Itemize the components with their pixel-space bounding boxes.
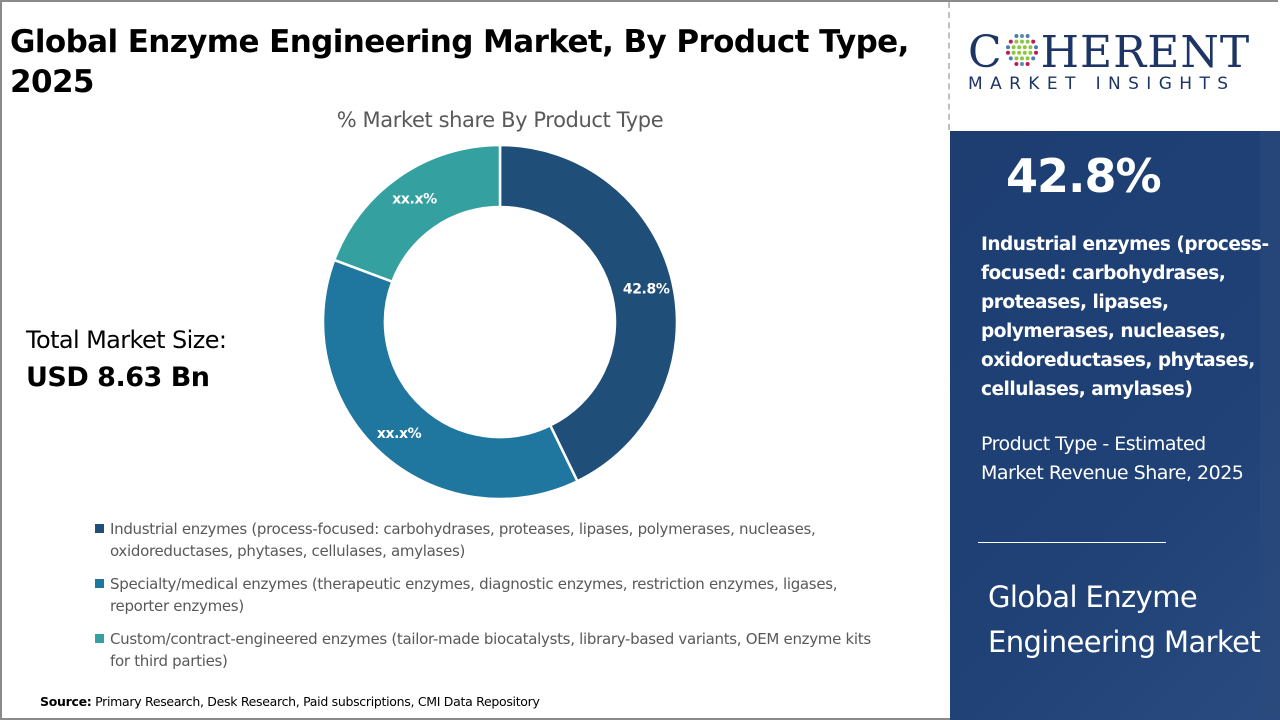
legend-label: Custom/contract-engineered enzymes (tail… bbox=[110, 630, 871, 670]
highlight-segment-name: Industrial enzymes (process-focused: car… bbox=[981, 234, 1269, 400]
globe-dot bbox=[1016, 50, 1021, 55]
globe-dot bbox=[1019, 39, 1024, 44]
source-text: Primary Research, Desk Research, Paid su… bbox=[91, 694, 540, 709]
globe-dot bbox=[1008, 39, 1013, 44]
highlight-stat: 42.8% bbox=[1006, 149, 1162, 203]
legend-label: Specialty/medical enzymes (therapeutic e… bbox=[110, 575, 838, 615]
globe-dot bbox=[1033, 45, 1038, 50]
dotted-globe-icon bbox=[1005, 34, 1038, 66]
source-label: Source: bbox=[40, 694, 92, 709]
globe-dot bbox=[1019, 34, 1024, 38]
globe-dot bbox=[1025, 56, 1030, 61]
globe-dot bbox=[1014, 56, 1019, 61]
highlight-panel: 42.8% Industrial enzymes (process-focuse… bbox=[950, 131, 1280, 720]
donut-segment-industrial bbox=[498, 143, 679, 483]
page-title: Global Enzyme Engineering Market, By Pro… bbox=[10, 24, 909, 100]
globe-dot bbox=[1014, 62, 1019, 66]
globe-dot bbox=[1019, 62, 1024, 66]
globe-dot bbox=[1011, 50, 1016, 55]
logo-wordmark: C HERENT bbox=[968, 30, 1268, 76]
company-logo: C HERENT MARKET INSIGHTS bbox=[968, 30, 1268, 95]
globe-dot bbox=[1025, 34, 1030, 38]
globe-dot bbox=[1022, 50, 1027, 55]
globe-dot bbox=[1028, 50, 1033, 55]
logo-letter-c: C bbox=[968, 27, 1003, 78]
legend-item: Industrial enzymes (process-focused: car… bbox=[95, 518, 895, 562]
legend-item: Specialty/medical enzymes (therapeutic e… bbox=[95, 573, 895, 617]
globe-dot bbox=[1030, 56, 1035, 61]
legend-item: Custom/contract-engineered enzymes (tail… bbox=[95, 628, 895, 672]
globe-dot bbox=[1019, 56, 1024, 61]
globe-dot bbox=[1011, 45, 1016, 50]
logo-letters-herent: HERENT bbox=[1040, 27, 1251, 78]
legend-label: Industrial enzymes (process-focused: car… bbox=[110, 520, 816, 560]
donut-segment-custom bbox=[332, 143, 502, 284]
legend-swatch-custom bbox=[95, 634, 104, 643]
globe-dot bbox=[1025, 39, 1030, 44]
source-note: Source: Primary Research, Desk Research,… bbox=[40, 694, 540, 709]
globe-dot bbox=[1030, 39, 1035, 44]
highlight-description: Product Type - Estimated Market Revenue … bbox=[981, 433, 1244, 484]
legend-swatch-industrial bbox=[95, 524, 104, 533]
globe-dot bbox=[1014, 34, 1019, 38]
logo-tagline: MARKET INSIGHTS bbox=[968, 74, 1236, 94]
globe-dot bbox=[1008, 56, 1013, 61]
globe-dot bbox=[1014, 39, 1019, 44]
panel-divider bbox=[978, 542, 1166, 543]
chart-title: % Market share By Product Type bbox=[336, 108, 664, 132]
total-market-size-value: USD 8.63 Bn bbox=[26, 362, 210, 393]
globe-dot bbox=[1005, 45, 1010, 50]
globe-dot bbox=[1016, 45, 1021, 50]
market-name: Global Enzyme Engineering Market bbox=[988, 580, 1261, 659]
globe-dot bbox=[1028, 45, 1033, 50]
legend-swatch-specialty bbox=[95, 579, 104, 588]
globe-dot bbox=[1025, 62, 1030, 66]
total-market-size-label: Total Market Size: bbox=[26, 326, 227, 354]
panel-edge-decoration bbox=[1260, 131, 1280, 720]
globe-dot bbox=[1033, 50, 1038, 55]
dashed-divider bbox=[948, 2, 950, 130]
globe-dot bbox=[1005, 50, 1010, 55]
chart-legend: Industrial enzymes (process-focused: car… bbox=[95, 518, 895, 683]
globe-dot bbox=[1022, 45, 1027, 50]
donut-segment-specialty bbox=[321, 258, 580, 501]
